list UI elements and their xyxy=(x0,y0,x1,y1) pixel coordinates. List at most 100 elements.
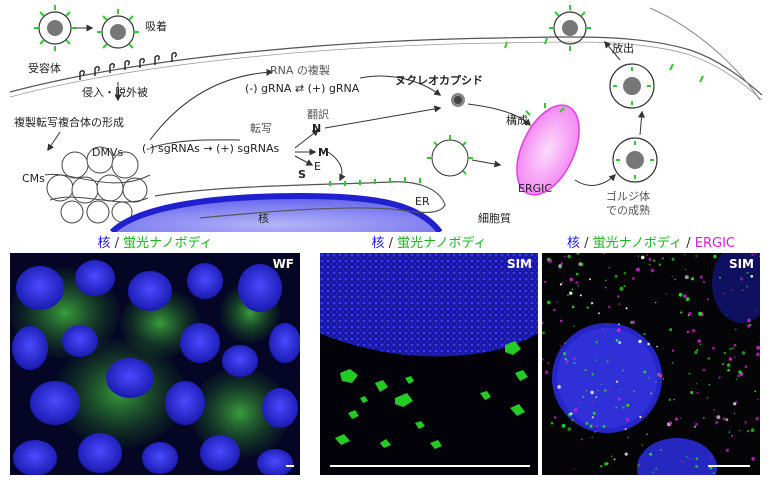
speckle xyxy=(594,431,596,433)
speckle xyxy=(671,362,674,364)
virion-bound xyxy=(97,9,139,49)
speckle xyxy=(747,324,751,328)
speckle xyxy=(731,346,733,348)
speckle xyxy=(655,381,657,383)
speckle xyxy=(613,458,616,461)
speckle xyxy=(738,370,742,374)
speckle xyxy=(561,424,566,428)
speckle xyxy=(565,360,569,364)
speckle xyxy=(580,438,583,441)
speckle xyxy=(669,328,673,332)
speckle xyxy=(615,338,619,342)
ergic-compartment xyxy=(516,103,580,196)
speckle xyxy=(703,417,705,419)
title-nanobody: 蛍光ナノボディ xyxy=(397,236,487,251)
speckle xyxy=(542,358,544,361)
speckle xyxy=(595,425,598,428)
speckle xyxy=(652,471,654,473)
label-cytoplasm: 細胞質 xyxy=(478,211,511,225)
speckle xyxy=(715,420,719,425)
speckle xyxy=(733,356,736,359)
speckle xyxy=(556,301,559,303)
speckle xyxy=(732,347,735,350)
speckle xyxy=(687,314,690,317)
speckle xyxy=(671,349,674,352)
speckle xyxy=(585,422,589,425)
label-protein-e: E xyxy=(314,160,321,173)
speckle xyxy=(547,362,550,365)
speckle xyxy=(559,283,563,286)
label-er: ER xyxy=(415,195,430,208)
speckle xyxy=(674,278,677,281)
label-entry: 侵入・脱外被 xyxy=(82,85,148,99)
speckle xyxy=(699,275,703,279)
speckle xyxy=(695,383,698,385)
plasma-membrane xyxy=(9,36,763,96)
speckle xyxy=(680,311,683,314)
speckle xyxy=(685,268,687,271)
speckle xyxy=(757,398,759,401)
speckle xyxy=(712,472,715,474)
speckle xyxy=(694,350,698,354)
speckle xyxy=(688,458,691,461)
label-dmvs: DMVs xyxy=(92,146,123,159)
speckle xyxy=(577,285,580,287)
speckle xyxy=(617,397,621,401)
speckle xyxy=(560,319,563,322)
speckle xyxy=(542,331,545,335)
speckle xyxy=(592,411,596,415)
speckle xyxy=(618,323,620,325)
speckle xyxy=(640,255,645,260)
speckle xyxy=(569,291,573,295)
speckle xyxy=(754,253,757,255)
speckle xyxy=(575,281,579,285)
speckle xyxy=(650,392,653,395)
speckle xyxy=(595,359,597,361)
speckle xyxy=(706,298,709,301)
speckle xyxy=(601,328,604,331)
micrograph-wf-image xyxy=(10,253,300,475)
speckle xyxy=(603,389,607,392)
panel-3-title: 核 / 蛍光ナノボディ / ERGIC xyxy=(542,232,760,251)
speckle xyxy=(756,345,760,350)
speckle xyxy=(641,444,644,446)
speckle xyxy=(674,417,678,421)
speckle xyxy=(575,272,579,276)
speckle xyxy=(567,254,571,259)
speckle xyxy=(658,374,663,378)
scale-bar xyxy=(286,465,294,467)
speckle xyxy=(710,456,712,458)
speckle xyxy=(688,372,691,375)
speckle xyxy=(625,417,629,422)
label-protein-m: M xyxy=(318,146,329,159)
speckle xyxy=(696,349,699,351)
speckle xyxy=(716,415,721,420)
speckle xyxy=(733,402,737,406)
label-adsorption: 吸着 xyxy=(145,19,167,33)
label-cms: CMs xyxy=(22,172,45,185)
speckle xyxy=(590,390,594,395)
speckle xyxy=(711,346,715,350)
speckle xyxy=(648,376,650,379)
speckle xyxy=(558,264,562,268)
speckle xyxy=(734,328,737,331)
speckle xyxy=(688,311,692,316)
speckle xyxy=(567,427,572,431)
title-ergic: ERGIC xyxy=(694,236,735,251)
speckle xyxy=(728,431,731,433)
label-golgi-maturation-2: での成熟 xyxy=(606,203,650,217)
speckle xyxy=(755,416,760,421)
budding-vesicle xyxy=(427,135,473,177)
speckle xyxy=(598,312,600,315)
speckle xyxy=(718,376,721,379)
label-golgi-maturation-1: ゴルジ体 xyxy=(606,189,650,203)
speckle xyxy=(727,363,731,367)
speckle xyxy=(747,318,751,323)
speckle xyxy=(751,253,754,256)
speckle xyxy=(703,281,705,284)
membrane-spikes xyxy=(504,37,704,83)
speckle xyxy=(564,357,567,361)
label-grna: (-) gRNA ⇄ (+) gRNA xyxy=(245,82,360,95)
tag-wf: WF xyxy=(272,257,294,271)
nucleocapsid-icon xyxy=(451,93,465,107)
